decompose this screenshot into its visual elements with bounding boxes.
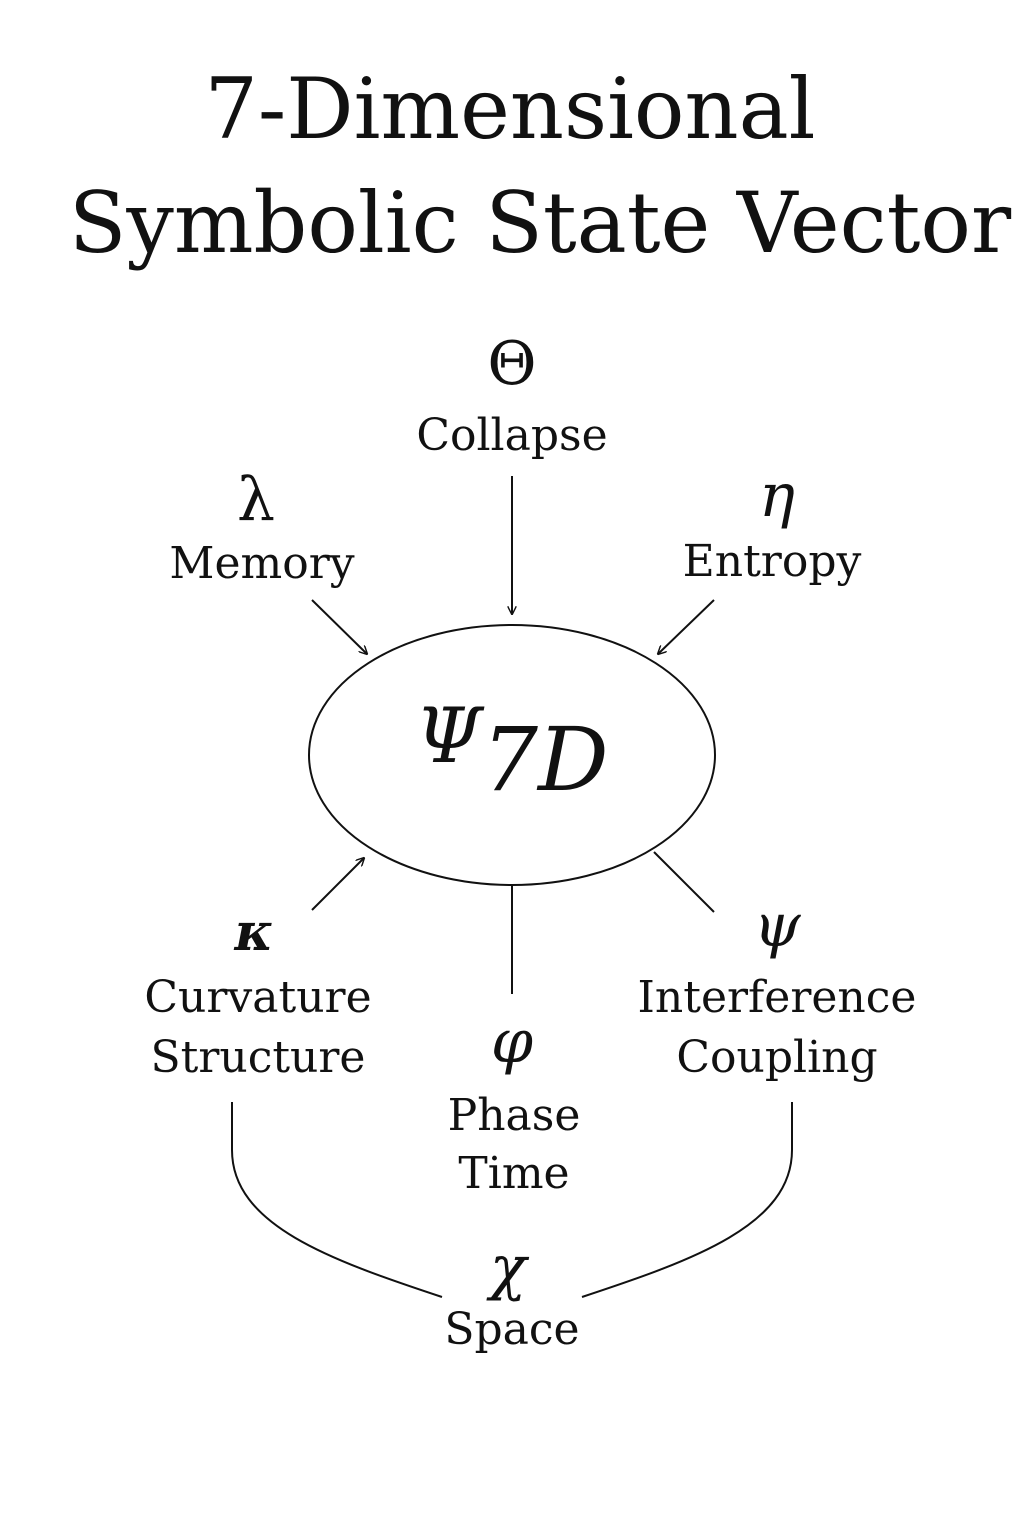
phase-symbol: φ	[491, 1007, 533, 1077]
interference-label-line-1: Interference	[638, 972, 917, 1023]
curvature-symbol: κ	[234, 902, 274, 963]
entropy-label: Entropy	[683, 536, 862, 587]
memory-arrow	[311, 599, 367, 654]
entropy-arrow	[658, 599, 715, 654]
collapse-label: Collapse	[416, 410, 607, 461]
interference-symbol: ψ	[753, 891, 801, 961]
central-state-label: Ψ7D	[415, 691, 608, 811]
central-subscript: 7D	[482, 708, 609, 811]
memory-label: Memory	[169, 538, 354, 589]
title-line-1: 7-Dimensional	[204, 60, 815, 158]
space-symbol: χ	[486, 1233, 530, 1303]
curvature-arrow	[311, 858, 364, 911]
entropy-symbol: η	[759, 461, 795, 531]
phase-label-line-1: Phase	[448, 1090, 581, 1141]
curvature-label-line-1: Curvature	[144, 972, 371, 1023]
space-label: Space	[444, 1304, 579, 1355]
phase-label-line-2: Time	[458, 1148, 569, 1199]
title-line-2: Symbolic State Vector	[69, 174, 1012, 272]
central-psi-symbol: Ψ	[415, 691, 485, 780]
space-right-curve	[581, 1102, 793, 1298]
central-state-ellipse	[308, 624, 716, 886]
space-left-curve	[231, 1102, 443, 1298]
interference-connector	[653, 851, 715, 913]
collapse-symbol: Θ	[487, 329, 536, 399]
memory-symbol: λ	[237, 465, 275, 535]
curvature-label-line-2: Structure	[151, 1032, 366, 1083]
interference-label-line-2: Coupling	[676, 1032, 877, 1083]
